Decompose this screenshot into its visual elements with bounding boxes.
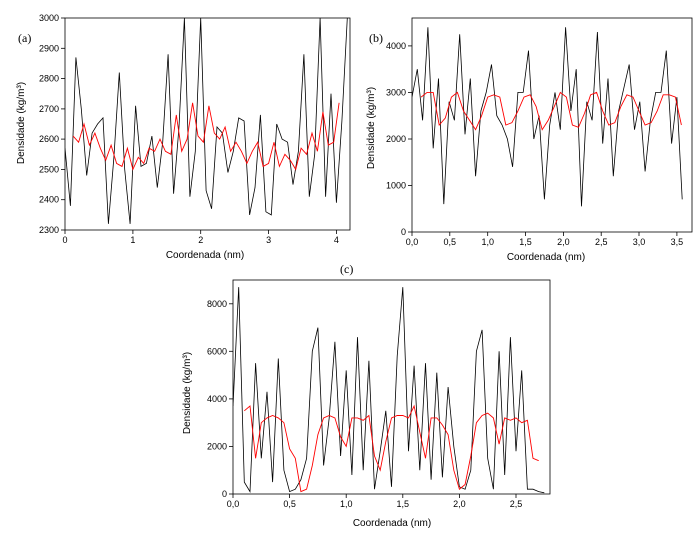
plot-frame xyxy=(64,17,351,231)
series-line-raw xyxy=(412,27,683,207)
x-tick-label: 2,0 xyxy=(453,499,466,509)
panel-b-label: (b) xyxy=(369,31,383,45)
x-tick-label: 0 xyxy=(62,235,67,245)
y-tick-label: 2900 xyxy=(39,43,59,53)
x-tick-label: 2 xyxy=(198,235,203,245)
x-axis-label-a: Coordenada (nm) xyxy=(166,250,244,261)
x-tick-label: 0,0 xyxy=(406,237,419,247)
x-tick-label: 3 xyxy=(266,235,271,245)
series-line-raw xyxy=(233,287,545,494)
x-tick-label: 4 xyxy=(334,235,339,245)
x-tick-label: 1 xyxy=(130,235,135,245)
series-line-raw xyxy=(65,18,348,224)
y-tick-label: 0 xyxy=(401,227,406,237)
x-tick-label: 1,0 xyxy=(481,237,494,247)
series-line-smoothed xyxy=(420,91,682,131)
y-tick-label: 2600 xyxy=(39,134,59,144)
panel-c-label: (c) xyxy=(340,262,353,276)
y-tick-label: 2400 xyxy=(39,195,59,205)
x-tick-label: 0,5 xyxy=(444,237,457,247)
x-tick-label: 1,5 xyxy=(519,237,532,247)
y-tick-label: 2000 xyxy=(207,441,227,451)
y-tick-label: 6000 xyxy=(207,346,227,356)
x-tick-label: 1,5 xyxy=(397,499,410,509)
y-tick-label: 1000 xyxy=(386,181,406,191)
y-axis-label-b: Densidade (kg/m³) xyxy=(366,87,377,169)
x-axis-label-c: Coordenada (nm) xyxy=(353,518,431,529)
y-tick-label: 3000 xyxy=(39,13,59,23)
y-axis-label-c: Densidade (kg/m³) xyxy=(182,352,193,434)
y-tick-label: 2700 xyxy=(39,104,59,114)
plot-frame xyxy=(411,17,693,233)
x-tick-label: 3,0 xyxy=(633,237,646,247)
y-tick-label: 2000 xyxy=(386,134,406,144)
y-tick-label: 4000 xyxy=(386,41,406,51)
y-tick-label: 2500 xyxy=(39,164,59,174)
x-tick-label: 3,5 xyxy=(671,237,684,247)
chart-panel-b: (b) 0,0 0,5 1,0 1,5 2,0 2,5 3,0 3,5 0 1000 2000 300… xyxy=(366,17,693,263)
plot-area-a: 0 1 2 3 4 2300 2400 2500 2600 2700 2800 2900 3000 xyxy=(39,13,351,245)
x-tick-label: 2,5 xyxy=(510,499,523,509)
y-tick-label: 8000 xyxy=(207,299,227,309)
x-tick-label: 0,5 xyxy=(283,499,296,509)
y-tick-label: 3000 xyxy=(386,87,406,97)
series-line-smoothed xyxy=(72,102,340,171)
chart-panel-a: (a) 0 1 2 3 4 2300 2400 2500 2600 2700 2800 2900 300… xyxy=(16,13,351,261)
chart-panel-c: (c) 0,0 0,5 1,0 1,5 2,0 2,502000400060008000 … xyxy=(182,262,551,529)
panel-a-label: (a) xyxy=(18,31,31,45)
x-tick-label: 0,0 xyxy=(227,499,240,509)
plot-area-c: 0,0 0,5 1,0 1,5 2,0 2,5 0 2000 4000 6000 8000 xyxy=(207,279,551,509)
plot-frame xyxy=(232,279,551,495)
x-axis-label-b: Coordenada (nm) xyxy=(507,252,585,263)
series-line-smoothed xyxy=(244,404,539,493)
y-tick-label: 4000 xyxy=(207,394,227,404)
y-tick-label: 0 xyxy=(222,489,227,499)
x-tick-label: 2,0 xyxy=(557,237,570,247)
plot-area-b: 0,0 0,5 1,0 1,5 2,0 2,5 3,0 3,5 0 1000 2000 3000 400… xyxy=(386,17,693,247)
y-axis-label-a: Densidade (kg/m³) xyxy=(16,82,27,164)
x-tick-label: 2,5 xyxy=(595,237,608,247)
x-tick-label: 1,0 xyxy=(340,499,353,509)
y-tick-label: 2300 xyxy=(39,225,59,235)
y-tick-label: 2800 xyxy=(39,74,59,84)
